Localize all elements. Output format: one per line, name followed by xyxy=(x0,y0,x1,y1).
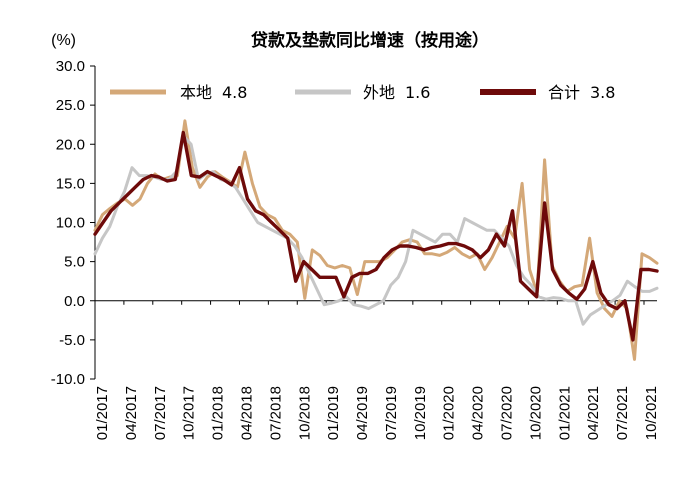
x-tick-label: 01/2020 xyxy=(441,386,458,440)
series-line-3 xyxy=(93,130,659,342)
x-tick-label: 01/2017 xyxy=(94,386,111,440)
y-tick-label: 15.0 xyxy=(56,175,85,192)
legend-label-1: 本地 xyxy=(180,83,212,102)
x-tick-label: 10/2021 xyxy=(643,386,660,440)
y-tick-label: 20.0 xyxy=(56,136,85,153)
series-line-2 xyxy=(93,134,659,326)
chart-title: 贷款及垫款同比增速（按用途） xyxy=(251,30,489,51)
x-tick-label: 10/2020 xyxy=(527,386,544,440)
y-tick-label: 5.0 xyxy=(64,254,85,271)
x-tick-label: 07/2020 xyxy=(499,386,516,440)
x-tick-label: 04/2021 xyxy=(585,386,602,440)
x-tick-label: 10/2019 xyxy=(412,386,429,440)
y-tick-label: -5.0 xyxy=(59,332,85,349)
legend-label-3: 合计 xyxy=(548,83,580,102)
y-tick-label: 30.0 xyxy=(56,58,85,75)
x-tick-label: 04/2017 xyxy=(123,386,140,440)
legend-label-2: 外地 xyxy=(363,83,395,102)
x-tick-label: 01/2018 xyxy=(210,386,227,440)
y-tick-label: 25.0 xyxy=(56,97,85,114)
legend-value-2: 1.6 xyxy=(405,83,430,102)
x-tick-label: 07/2019 xyxy=(383,386,400,440)
x-tick-label: 07/2018 xyxy=(267,386,284,440)
x-tick-label: 07/2021 xyxy=(614,386,631,440)
legend-value-1: 4.8 xyxy=(222,83,247,102)
x-tick-label: 04/2020 xyxy=(470,386,487,440)
x-tick-label: 10/2017 xyxy=(181,386,198,440)
series-layer xyxy=(93,119,659,361)
x-tick-label: 07/2017 xyxy=(152,386,169,440)
axis-layer: 30.0 25.0 20.0 15.0 10.0 5.0 0.0 -5.0 -10.0 01/20… xyxy=(51,58,660,440)
x-tick-label: 04/2019 xyxy=(354,386,371,440)
y-tick-label: -10.0 xyxy=(51,371,85,388)
x-tick-label: 01/2021 xyxy=(556,386,573,440)
y-tick-label: 0.0 xyxy=(64,293,85,310)
legend: 本地 4.8 外地 1.6 合计 3.8 xyxy=(110,83,615,102)
y-axis-unit-label: (%) xyxy=(51,32,76,49)
legend-value-3: 3.8 xyxy=(590,83,615,102)
x-tick-label: 04/2018 xyxy=(238,386,255,440)
x-tick-label: 10/2018 xyxy=(296,386,313,440)
y-tick-label: 10.0 xyxy=(56,215,85,232)
x-tick-label: 01/2019 xyxy=(325,386,342,440)
